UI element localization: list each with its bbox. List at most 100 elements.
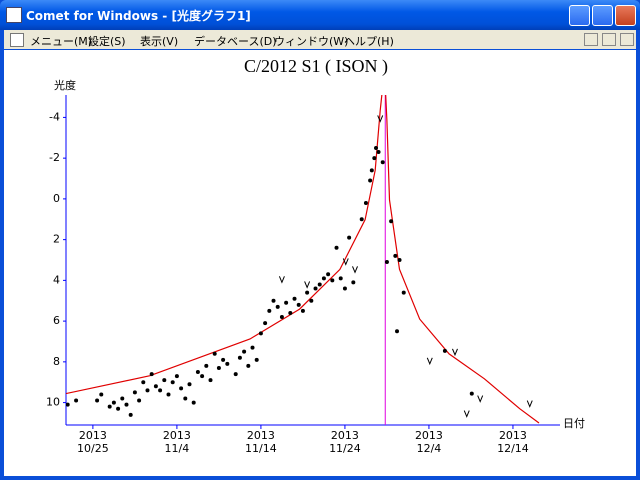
data-point bbox=[401, 290, 406, 295]
data-point bbox=[183, 396, 188, 401]
data-point bbox=[158, 388, 163, 393]
data-point bbox=[393, 253, 398, 258]
mdi-minimize[interactable] bbox=[584, 33, 598, 46]
mdi-restore[interactable] bbox=[602, 33, 616, 46]
data-point bbox=[334, 245, 339, 250]
y-axis-label: 光度 bbox=[54, 78, 76, 92]
data-point bbox=[368, 178, 373, 183]
data-point bbox=[191, 400, 196, 405]
menu-item[interactable]: ウィンドウ(W) bbox=[274, 35, 349, 48]
menu-bar: メニュー(M) 設定(S) 表示(V) データベース(D) ウィンドウ(W) ヘルプ(H) bbox=[4, 30, 636, 49]
data-point bbox=[66, 402, 70, 407]
data-point bbox=[389, 219, 394, 224]
data-point bbox=[374, 145, 379, 150]
data-point bbox=[469, 391, 474, 396]
x-tick-label: 2013 bbox=[163, 429, 191, 442]
data-point bbox=[195, 370, 200, 375]
data-point bbox=[254, 357, 259, 362]
x-tick-label: 12/4 bbox=[417, 442, 442, 455]
data-point bbox=[309, 298, 314, 303]
data-point bbox=[384, 260, 389, 265]
upper-limit bbox=[526, 400, 533, 408]
data-point bbox=[246, 363, 251, 368]
window-title: Comet for Windows - [光度グラフ1] bbox=[26, 9, 251, 23]
upper-limit bbox=[377, 115, 384, 123]
menu-item[interactable]: ヘルプ(H) bbox=[344, 35, 394, 48]
data-point bbox=[149, 372, 154, 377]
data-point bbox=[338, 276, 343, 281]
x-tick-label: 2013 bbox=[499, 429, 527, 442]
chart-title: C/2012 S1 ( ISON ) bbox=[244, 56, 388, 77]
menu-item[interactable]: 表示(V) bbox=[140, 35, 179, 48]
data-point bbox=[351, 280, 356, 285]
x-tick-label: 12/14 bbox=[497, 442, 529, 455]
chart: C/2012 S1 ( ISON )光度日付-4-20246810201310/… bbox=[46, 56, 585, 455]
data-point bbox=[208, 378, 213, 383]
data-point bbox=[204, 363, 209, 368]
close-button[interactable] bbox=[615, 5, 636, 26]
x-axis-label: 日付 bbox=[563, 417, 585, 430]
data-point bbox=[111, 400, 116, 405]
y-tick-label: 2 bbox=[53, 233, 60, 246]
data-point bbox=[284, 300, 289, 305]
y-tick-label: 10 bbox=[46, 396, 60, 409]
data-point bbox=[330, 278, 335, 283]
data-point bbox=[372, 156, 377, 161]
data-point bbox=[166, 392, 171, 397]
data-point bbox=[145, 388, 150, 393]
data-point bbox=[116, 406, 121, 411]
upper-limit bbox=[352, 266, 358, 274]
menu-item[interactable]: メニュー(M) bbox=[30, 35, 93, 48]
data-point bbox=[313, 286, 318, 291]
data-point bbox=[200, 374, 205, 379]
plot-area bbox=[66, 95, 540, 425]
data-point bbox=[326, 272, 331, 277]
data-point bbox=[107, 404, 112, 409]
upper-limit bbox=[463, 410, 470, 418]
maximize-button[interactable] bbox=[592, 5, 613, 26]
data-point bbox=[216, 365, 221, 370]
data-point bbox=[442, 348, 447, 353]
data-point bbox=[321, 276, 326, 281]
data-point bbox=[237, 355, 242, 360]
y-tick-label: -4 bbox=[49, 110, 60, 123]
upper-limit bbox=[477, 395, 484, 403]
data-point bbox=[132, 390, 137, 395]
upper-limit bbox=[452, 348, 458, 357]
data-point bbox=[250, 345, 255, 350]
data-point bbox=[124, 402, 129, 407]
data-point bbox=[300, 308, 305, 313]
x-tick-label: 10/25 bbox=[77, 442, 109, 455]
data-point bbox=[128, 412, 133, 417]
data-point bbox=[162, 378, 167, 383]
data-point bbox=[74, 398, 79, 403]
data-point bbox=[296, 302, 301, 307]
data-point bbox=[99, 392, 104, 397]
data-point bbox=[347, 235, 352, 240]
x-tick-label: 2013 bbox=[79, 429, 107, 442]
menu-item[interactable]: データベース(D) bbox=[194, 35, 277, 48]
data-point bbox=[242, 349, 247, 354]
data-point bbox=[305, 290, 310, 295]
x-tick-label: 11/14 bbox=[245, 442, 277, 455]
y-tick-label: 6 bbox=[53, 314, 60, 327]
data-point bbox=[279, 315, 284, 320]
menu-item[interactable]: 設定(S) bbox=[88, 35, 126, 48]
data-point bbox=[263, 321, 268, 326]
x-tick-label: 2013 bbox=[247, 429, 275, 442]
y-tick-label: -2 bbox=[49, 151, 60, 164]
mdi-close[interactable] bbox=[620, 33, 634, 46]
doc-icon bbox=[10, 33, 24, 47]
client-area: C/2012 S1 ( ISON ) 光度 日付 -4 -2 0 2 4 6 8 10 2013 10/… bbox=[4, 50, 636, 476]
x-tick-label: 11/24 bbox=[329, 442, 361, 455]
minimize-button[interactable] bbox=[569, 5, 590, 26]
data-point bbox=[275, 304, 280, 309]
y-tick-label: 0 bbox=[53, 192, 60, 205]
upper-limit bbox=[342, 258, 349, 266]
data-point bbox=[95, 398, 100, 403]
data-point bbox=[174, 374, 179, 379]
data-point bbox=[317, 282, 322, 287]
y-tick-label: 8 bbox=[53, 355, 60, 368]
data-point bbox=[292, 296, 297, 301]
